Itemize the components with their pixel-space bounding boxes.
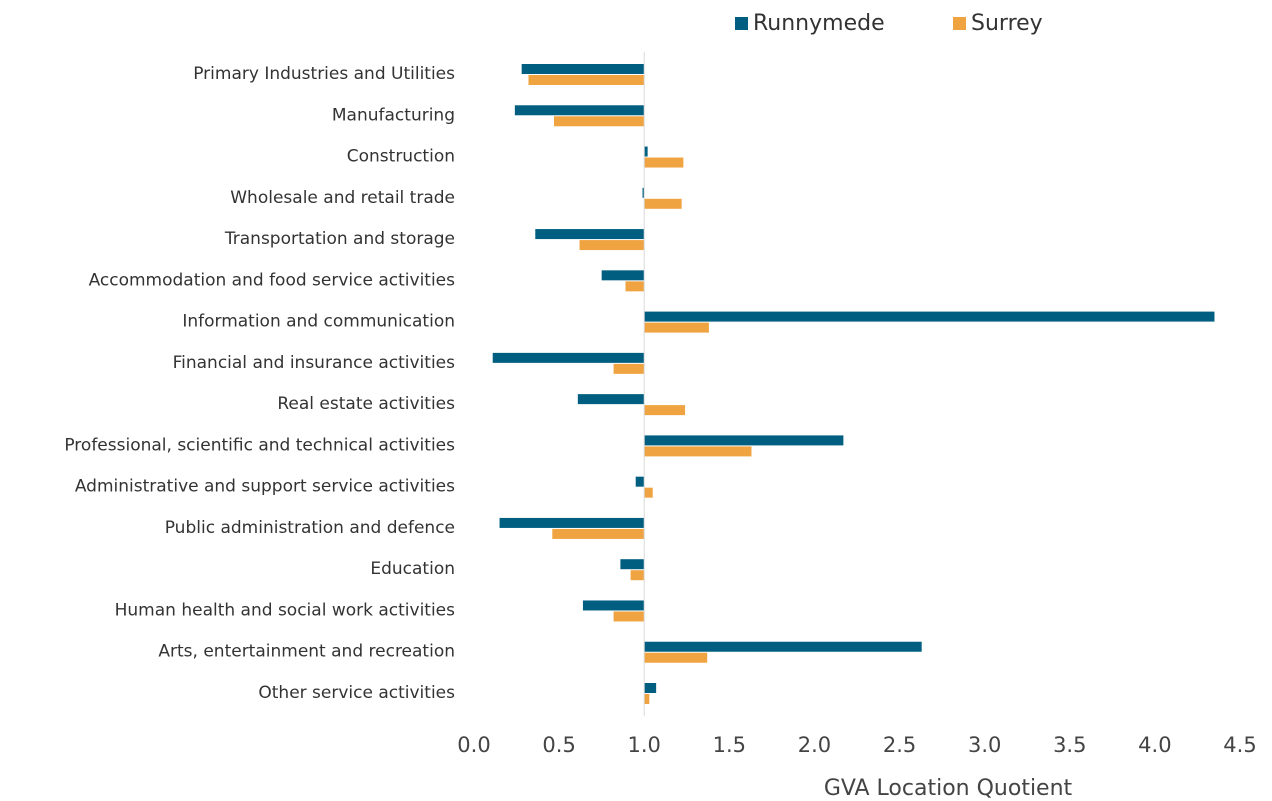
- y-tick-label: Other service activities: [258, 683, 455, 703]
- legend-swatch: [953, 17, 966, 30]
- y-tick-label: Manufacturing: [332, 105, 455, 125]
- bar: [521, 64, 645, 74]
- bar: [644, 683, 657, 693]
- bar: [644, 652, 708, 663]
- y-tick-label: Real estate activities: [277, 394, 455, 414]
- bar: [630, 570, 645, 581]
- bar: [644, 405, 686, 416]
- bar: [492, 352, 645, 363]
- bar: [620, 559, 645, 570]
- y-tick-label: Arts, entertainment and recreation: [158, 642, 455, 662]
- bar: [535, 229, 645, 240]
- bar: [514, 105, 645, 116]
- bar: [582, 600, 645, 611]
- x-tick-label: 2.5: [883, 733, 916, 757]
- y-tick-label: Wholesale and retail trade: [230, 188, 455, 208]
- x-tick-label: 1.5: [713, 733, 746, 757]
- bar: [644, 446, 752, 457]
- x-tick-label: 1.0: [628, 733, 661, 757]
- legend-swatch: [735, 17, 748, 30]
- y-tick-label: Information and communication: [182, 312, 455, 332]
- bar: [613, 363, 645, 374]
- y-tick-label: Professional, scientific and technical a…: [64, 435, 455, 455]
- x-tick-label: 4.0: [1138, 733, 1171, 757]
- bar: [554, 116, 645, 127]
- bar: [644, 694, 650, 704]
- bar: [613, 611, 645, 622]
- bar: [644, 311, 1215, 322]
- y-tick-label: Transportation and storage: [224, 229, 455, 249]
- bar: [644, 146, 648, 157]
- bar: [644, 157, 684, 168]
- x-tick-label: 3.5: [1053, 733, 1086, 757]
- y-tick-label: Accommodation and food service activitie…: [89, 270, 456, 290]
- bar: [601, 270, 645, 281]
- bar: [644, 487, 653, 498]
- y-tick-label: Construction: [347, 147, 455, 167]
- bar: [552, 528, 645, 539]
- bar: [577, 394, 645, 405]
- y-tick-label: Education: [370, 559, 455, 579]
- bar: [642, 187, 645, 198]
- legend-label: Runnymede: [753, 11, 885, 36]
- x-tick-label: 4.5: [1223, 733, 1256, 757]
- y-tick-label: Administrative and support service activ…: [75, 477, 455, 497]
- legend-label: Surrey: [971, 11, 1043, 36]
- y-tick-label: Public administration and defence: [165, 518, 455, 538]
- bar: [644, 641, 922, 652]
- bar: [635, 476, 645, 487]
- bar: [499, 517, 645, 528]
- bar: [644, 198, 682, 209]
- y-tick-label: Primary Industries and Utilities: [193, 64, 455, 84]
- x-tick-label: 0.0: [457, 733, 490, 757]
- y-tick-label: Financial and insurance activities: [173, 353, 456, 373]
- bar: [625, 281, 645, 292]
- bar: [644, 435, 844, 446]
- x-tick-label: 3.0: [968, 733, 1001, 757]
- x-tick-label: 0.5: [542, 733, 575, 757]
- bar: [644, 322, 709, 333]
- y-tick-label: Human health and social work activities: [115, 600, 456, 620]
- x-tick-label: 2.0: [798, 733, 831, 757]
- x-axis-label: GVA Location Quotient: [824, 776, 1073, 801]
- bar: [528, 75, 645, 85]
- bar: [579, 240, 645, 251]
